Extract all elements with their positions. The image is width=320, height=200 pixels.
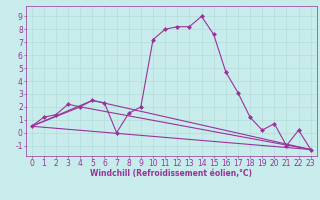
X-axis label: Windchill (Refroidissement éolien,°C): Windchill (Refroidissement éolien,°C) — [90, 169, 252, 178]
